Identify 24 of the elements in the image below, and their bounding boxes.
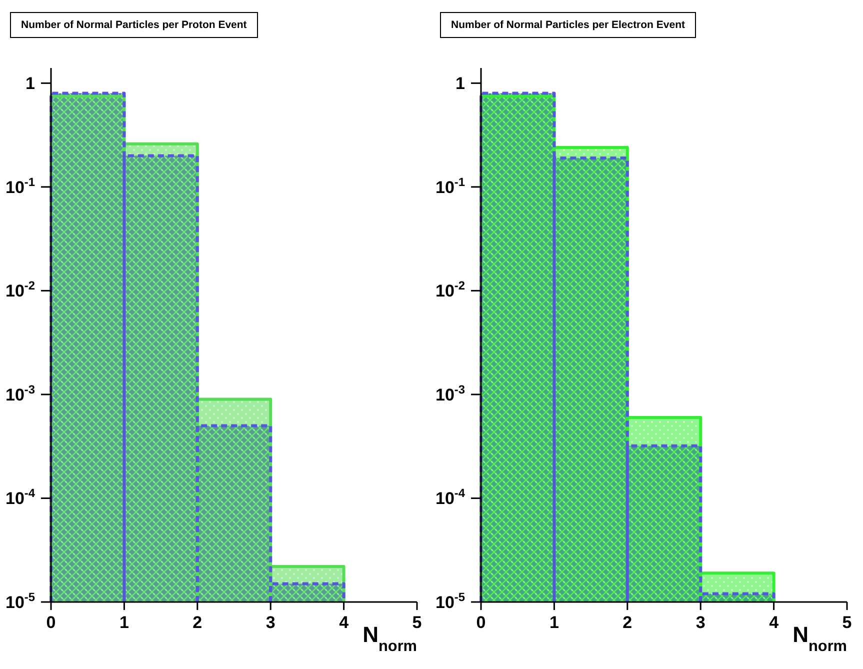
y-tick-label: 10$^{-2}$ xyxy=(6,278,36,301)
x-tick-label: 0 xyxy=(46,613,56,632)
x-tick-label: 3 xyxy=(696,613,706,632)
y-tick-label: 1 xyxy=(26,74,35,94)
y-tick-label: 10$^{-4}$ xyxy=(6,486,36,508)
y-tick-label: 10$^{-5}$ xyxy=(436,590,466,612)
y-tick-label: 10$^{-4}$ xyxy=(436,486,466,508)
x-tick-label: 4 xyxy=(769,613,780,632)
x-tick-label: 4 xyxy=(339,613,350,632)
y-tick-label: 10$^{-3}$ xyxy=(436,382,466,404)
chart-title: Number of Normal Particles per Proton Event xyxy=(10,12,258,38)
x-tick-label: 3 xyxy=(266,613,276,632)
x-tick-label: 0 xyxy=(476,613,486,632)
y-tick-label: 10$^{-3}$ xyxy=(6,382,36,404)
y-tick-label: 10$^{-1}$ xyxy=(436,174,466,197)
y-tick-label: 10$^{-2}$ xyxy=(436,278,466,301)
chart-title: Number of Normal Particles per Electron Event xyxy=(440,12,696,38)
x-tick-label: 2 xyxy=(192,613,202,632)
x-tick-label: 1 xyxy=(549,613,559,632)
x-tick-label: 1 xyxy=(119,613,129,632)
y-tick-label: 10$^{-5}$ xyxy=(6,590,36,612)
y-tick-label: 1 xyxy=(456,74,465,94)
y-tick-label: 10$^{-1}$ xyxy=(6,174,36,197)
x-tick-label: 2 xyxy=(622,613,632,632)
